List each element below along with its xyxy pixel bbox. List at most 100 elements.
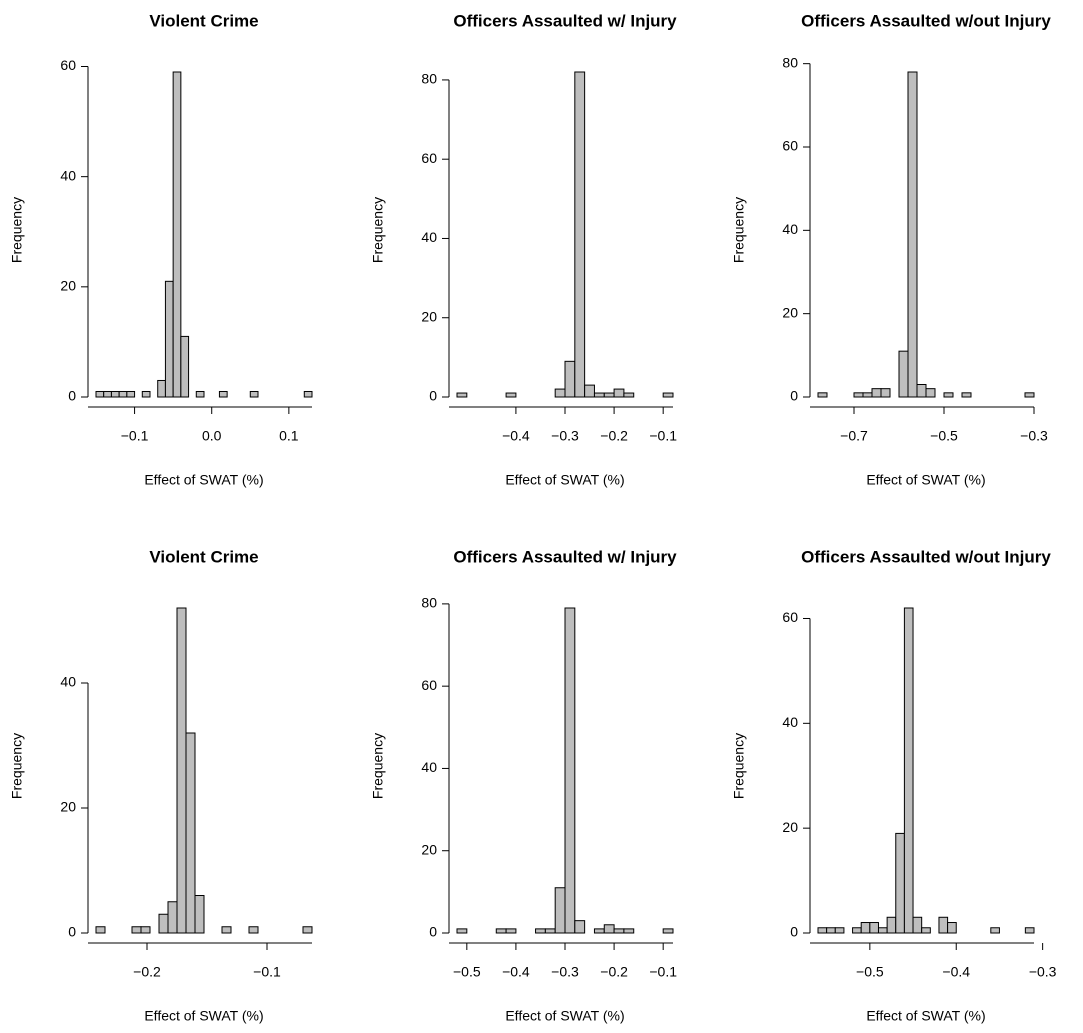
histogram-bar (817, 392, 828, 398)
y-axis-label: Frequency (9, 197, 25, 263)
histogram-bar (603, 392, 615, 398)
x-tick-label: −0.5 (453, 964, 481, 980)
histogram-bar (564, 360, 576, 398)
x-tick-label: −0.4 (502, 428, 530, 444)
histogram-bar (302, 926, 313, 934)
x-axis-label: Effect of SWAT (%) (505, 1008, 624, 1024)
histogram-bar (140, 926, 151, 934)
x-tick-label: −0.3 (1020, 428, 1048, 444)
histogram-bar (662, 928, 674, 934)
histogram-bar (126, 390, 136, 398)
histogram-bar (593, 928, 605, 934)
y-tick-label: 0 (429, 388, 437, 404)
histogram-bar (157, 379, 166, 398)
y-axis-label: Frequency (731, 197, 747, 263)
y-tick-label: 0 (790, 924, 798, 940)
histogram-bar (495, 928, 507, 934)
y-tick-label: 60 (782, 609, 798, 625)
histogram-bar (167, 901, 178, 934)
x-tick-label: −0.2 (600, 964, 628, 980)
histogram-bar (95, 926, 106, 934)
x-axis-label: Effect of SWAT (%) (866, 1008, 985, 1024)
x-tick-label: −0.4 (942, 964, 970, 980)
histogram-bar (456, 392, 468, 398)
y-tick-label: 60 (421, 677, 437, 693)
y-tick-label: 20 (421, 841, 437, 857)
histogram-bar (898, 350, 909, 398)
y-tick-label: 40 (782, 714, 798, 730)
histogram-bar (862, 392, 873, 398)
histogram-bar (603, 924, 615, 934)
histogram-bar (180, 335, 190, 398)
histogram-bar (456, 928, 468, 934)
histogram-bar (158, 913, 169, 934)
x-tick-label: −0.3 (551, 428, 579, 444)
histogram-bar (593, 392, 605, 398)
x-axis-label: Effect of SWAT (%) (866, 472, 985, 488)
histogram-bar (869, 922, 879, 934)
x-tick-label: −0.2 (600, 428, 628, 444)
y-axis-label: Frequency (731, 733, 747, 799)
histogram-bar (623, 928, 635, 934)
histogram-bar (623, 392, 635, 398)
histogram-bar (860, 922, 871, 934)
histogram-bar (834, 927, 845, 934)
histogram-bar (853, 392, 864, 398)
histogram-bar (916, 384, 927, 398)
x-tick-label: −0.7 (840, 428, 868, 444)
histogram-bar (505, 928, 517, 934)
histogram-bar (1024, 392, 1035, 398)
histogram-bar (303, 390, 313, 398)
histogram-bar (505, 392, 517, 398)
histogram-bar (574, 920, 586, 934)
x-tick-label: −0.1 (253, 964, 281, 980)
y-tick-label: 80 (421, 71, 437, 87)
chart-title: Officers Assaulted w/ Injury (453, 547, 677, 566)
y-tick-label: 20 (782, 819, 798, 835)
histogram-bar (961, 392, 972, 398)
y-tick-label: 20 (782, 304, 798, 320)
y-axis-label: Frequency (370, 197, 386, 263)
histogram-bar (613, 928, 625, 934)
histogram-bar (218, 390, 228, 398)
histogram-bar (895, 832, 905, 934)
y-tick-label: 0 (68, 388, 76, 404)
chart-title: Officers Assaulted w/out Injury (801, 11, 1051, 30)
chart-title: Officers Assaulted w/out Injury (801, 547, 1051, 566)
histogram-bar (921, 927, 931, 934)
histogram-bar (141, 390, 151, 398)
y-tick-label: 40 (421, 229, 437, 245)
x-tick-label: −0.2 (133, 964, 161, 980)
histogram-bar (185, 732, 196, 934)
histogram-bar (118, 390, 128, 398)
histogram-bar (554, 388, 566, 398)
histogram-bar (584, 384, 595, 398)
histogram-bar (947, 922, 957, 934)
x-tick-label: −0.1 (121, 428, 149, 444)
x-tick-label: −0.5 (856, 964, 884, 980)
histogram-bar (103, 390, 112, 398)
x-tick-label: −0.5 (930, 428, 958, 444)
histogram-bar (221, 926, 232, 934)
histogram-bar (544, 928, 556, 934)
y-tick-label: 80 (782, 54, 798, 70)
x-tick-label: −0.1 (649, 428, 677, 444)
histogram-bar (194, 895, 205, 934)
histogram-bar (903, 607, 914, 934)
histogram-bar (195, 390, 205, 398)
histogram-bar (613, 388, 625, 398)
histogram-bar (886, 916, 897, 934)
histogram-bar (95, 390, 105, 398)
histogram-bar (131, 926, 142, 934)
y-tick-label: 60 (782, 138, 798, 154)
x-tick-label: 0.0 (202, 428, 222, 444)
histogram-bar (817, 927, 828, 934)
y-tick-label: 40 (60, 167, 76, 183)
histogram-bar (662, 392, 674, 398)
histogram-bar (871, 388, 882, 398)
histogram-bar (943, 392, 954, 398)
x-tick-label: −0.4 (502, 964, 530, 980)
histogram-bar (564, 607, 576, 934)
histogram-bar (535, 928, 546, 934)
